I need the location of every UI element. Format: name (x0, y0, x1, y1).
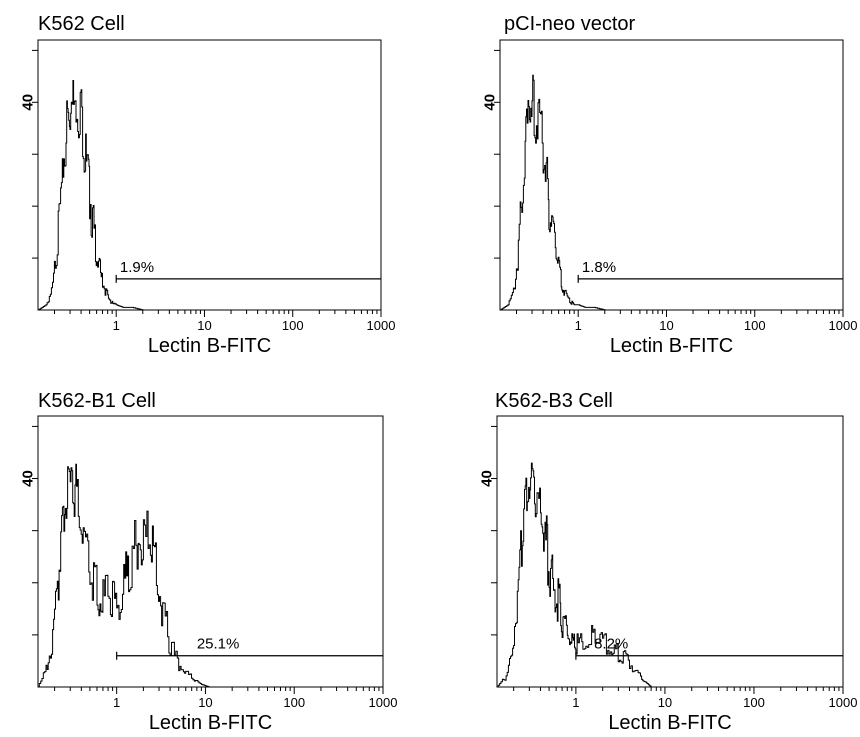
x-tick-label: 1 (572, 695, 579, 710)
histogram-series (500, 74, 606, 311)
x-tick-label: 1000 (829, 318, 858, 333)
panel-title: K562 Cell (38, 13, 125, 35)
panel-title: K562-B3 Cell (495, 390, 613, 412)
x-axis-label: Lectin B-FITC (148, 335, 271, 357)
x-tick-label: 1000 (369, 695, 398, 710)
histogram-series (497, 462, 652, 688)
x-tick-label: 10 (658, 695, 672, 710)
x-tick-label: 100 (282, 318, 304, 333)
x-tick-label: 10 (198, 695, 212, 710)
x-tick-label: 100 (743, 695, 765, 710)
gate-percentage-label: 8.2% (594, 636, 628, 653)
x-axis-label: Lectin B-FITC (610, 335, 733, 357)
y-tick-label: 40 (20, 470, 37, 487)
plot-frame (499, 39, 844, 311)
y-tick-label: 40 (482, 94, 499, 111)
gate-percentage-label: 1.9% (120, 259, 154, 276)
x-tick-label: 1 (113, 695, 120, 710)
y-tick-label: 40 (20, 94, 37, 111)
x-tick-label: 1000 (829, 695, 858, 710)
x-tick-label: 100 (744, 318, 766, 333)
plot-frame (496, 415, 844, 688)
histogram-series (38, 80, 144, 311)
histogram-panel: 40 1 10 100 1000 Lectin B-FITC 1.8% (482, 39, 858, 357)
x-tick-label: 100 (283, 695, 305, 710)
histogram-panel: 40 1 10 100 1000 Lectin B-FITC 8.2% (479, 415, 858, 734)
x-tick-label: 10 (659, 318, 673, 333)
histogram-panel: 40 1 10 100 1000 Lectin B-FITC 25.1% (20, 415, 398, 734)
gate-percentage-label: 1.8% (582, 259, 616, 276)
x-axis-label: Lectin B-FITC (608, 712, 731, 734)
x-tick-label: 1000 (367, 318, 396, 333)
x-axis-label: Lectin B-FITC (149, 712, 272, 734)
plot-frame (37, 39, 382, 311)
panel-title: pCI-neo vector (504, 13, 636, 35)
panel-title: K562-B1 Cell (38, 390, 156, 412)
y-tick-label: 40 (479, 470, 496, 487)
histogram-series (38, 463, 210, 688)
x-tick-label: 1 (113, 318, 120, 333)
histogram-panel: 40 1 10 100 1000 Lectin B-FITC 1.9% (20, 39, 396, 357)
plot-frame (37, 415, 384, 688)
x-tick-label: 1 (575, 318, 582, 333)
x-tick-label: 10 (197, 318, 211, 333)
gate-percentage-label: 25.1% (197, 636, 240, 653)
